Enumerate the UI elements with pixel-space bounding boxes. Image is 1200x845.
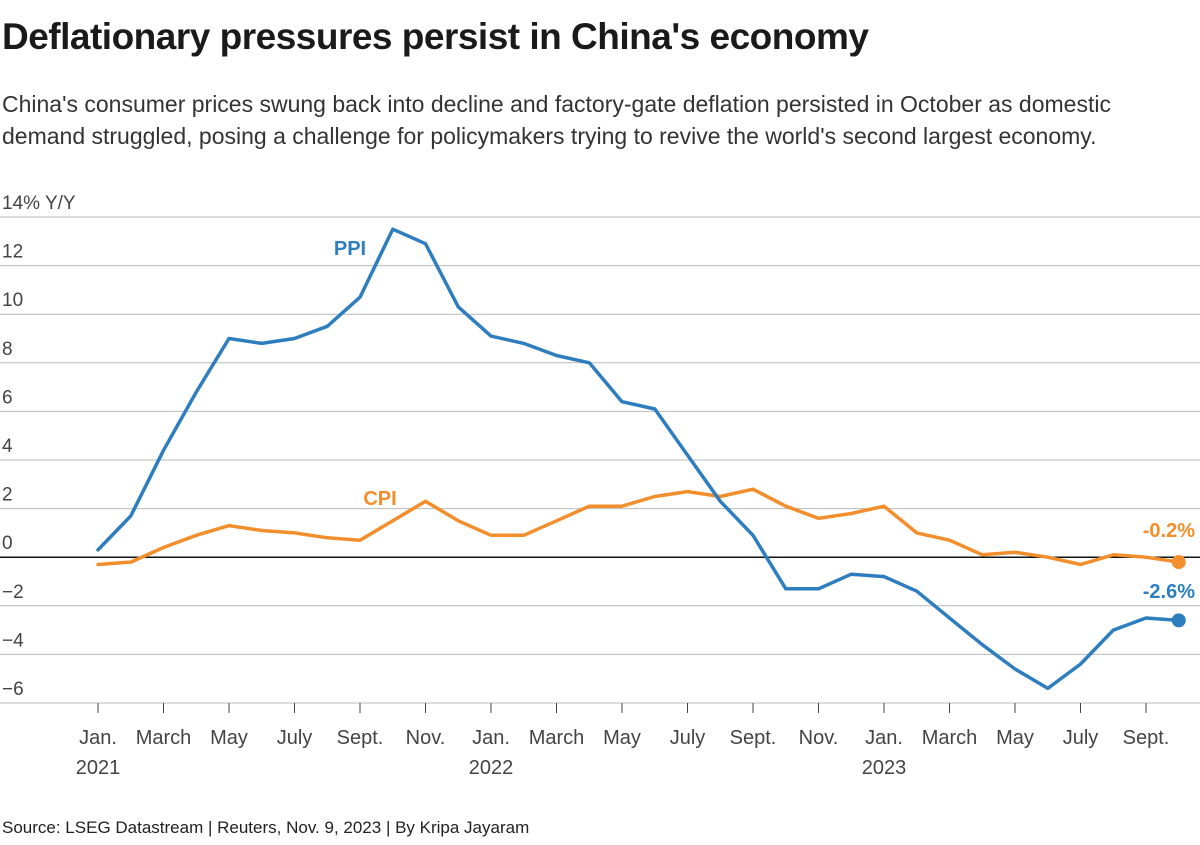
series-labels: PPI CPI -0.2% -2.6% (334, 238, 1195, 603)
cpi-end-label: -0.2% (1143, 520, 1195, 542)
x-tick-label: Jan. (472, 727, 510, 749)
x-tick-label: March (136, 727, 192, 749)
cpi-series-line (96, 487, 1181, 567)
y-tick-label: 4 (2, 436, 13, 457)
y-axis-labels: 14% Y/Y 12 10 8 6 4 2 0 −2 −4 −6 (2, 193, 76, 700)
x-axis: Jan. 2021 March May July Sept. Nov. Jan. 2022 Mar… (76, 703, 1170, 779)
y-tick-label: 6 (2, 387, 13, 408)
y-tick-label: 0 (2, 533, 13, 554)
cpi-series-label: CPI (363, 488, 396, 510)
x-tick-label: July (1063, 727, 1099, 749)
x-tick-label: May (996, 727, 1034, 749)
y-tick-label: −2 (2, 582, 24, 603)
series (96, 227, 1186, 691)
y-tick-label: 10 (2, 290, 23, 311)
x-tick-label: Jan. (865, 727, 903, 749)
x-year-label: 2023 (862, 757, 907, 779)
x-tick-label: July (277, 727, 313, 749)
x-tick-label: May (210, 727, 248, 749)
x-tick-label: Sept. (1123, 727, 1170, 749)
x-tick-label: March (529, 727, 585, 749)
y-tick-label: 8 (2, 339, 13, 360)
x-tick-label: Sept. (337, 727, 384, 749)
ppi-end-marker (1171, 613, 1186, 628)
x-tick-label: Jan. (79, 727, 117, 749)
gridlines (0, 216, 1200, 704)
chart-title: Deflationary pressures persist in China'… (2, 16, 869, 57)
chart-subtitle: China's consumer prices swung back into … (2, 91, 1111, 149)
x-year-label: 2021 (76, 757, 121, 779)
y-tick-label: 14% Y/Y (2, 193, 76, 214)
ppi-end-label: -2.6% (1143, 581, 1195, 603)
x-year-label: 2022 (469, 757, 514, 779)
cpi-end-marker (1171, 555, 1186, 570)
ppi-series-label: PPI (334, 238, 366, 260)
x-tick-label: July (670, 727, 706, 749)
source-note: Source: LSEG Datastream | Reuters, Nov. … (2, 818, 530, 837)
x-tick-label: March (922, 727, 978, 749)
x-tick-label: Sept. (730, 727, 777, 749)
x-tick-label: May (603, 727, 641, 749)
y-tick-label: −4 (2, 630, 24, 651)
ppi-series-line (96, 227, 1181, 691)
x-tick-label: Nov. (799, 727, 839, 749)
x-tick-label: Nov. (406, 727, 446, 749)
y-tick-label: 2 (2, 485, 13, 506)
y-tick-label: 12 (2, 242, 23, 263)
y-tick-label: −6 (2, 679, 24, 700)
